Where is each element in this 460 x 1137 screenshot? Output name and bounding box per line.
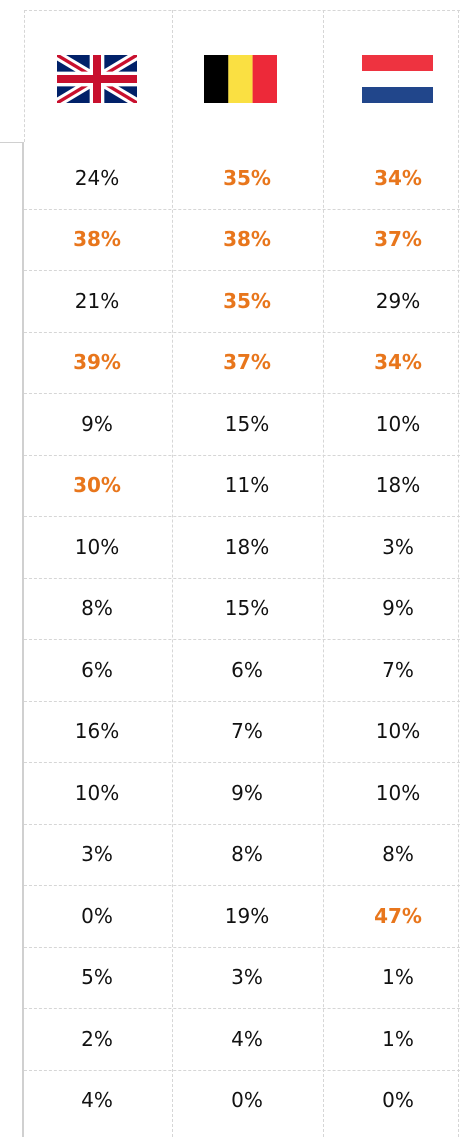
cell: 39% [73,350,121,374]
cell: 15% [224,411,270,436]
cell: 37% [223,350,271,374]
border [0,142,22,143]
cell: 10% [375,780,421,805]
row-divider [24,454,460,456]
cell: 11% [224,473,270,497]
cell: 30% [73,473,121,497]
cell: 1% [382,965,414,989]
cell: 10% [74,534,120,559]
flag-uk [57,55,137,103]
cell: 38% [73,227,121,251]
row-divider [24,639,460,640]
cell: 4% [231,1026,263,1051]
cell: 1% [382,1026,414,1051]
cell: 9% [382,596,414,620]
cell: 9% [81,411,113,436]
row-divider [24,885,460,886]
row-divider [24,1008,460,1009]
row-divider [24,331,460,333]
row-divider [24,270,460,271]
cell: 7% [231,719,263,743]
cell: 37% [374,227,422,251]
cell: 19% [224,903,270,928]
border [24,10,460,11]
border [323,10,324,1137]
border [24,10,25,142]
cell: 21% [74,288,120,313]
cell: 29% [375,288,421,313]
border [172,10,173,1137]
cell: 18% [224,534,270,559]
row-divider [24,823,460,825]
cell: 8% [382,842,414,866]
cell: 2% [81,1026,113,1051]
row-divider [24,577,460,579]
cell: 10% [375,411,421,436]
cell: 9% [231,780,263,805]
cell: 34% [374,165,422,190]
cell: 3% [81,842,113,866]
cell: 3% [382,534,414,559]
border [458,10,459,1137]
row-divider [24,700,460,702]
cell: 10% [375,719,421,743]
cell: 5% [81,965,113,989]
cell: 24% [74,165,120,190]
cell: 3% [231,965,263,989]
row-divider [24,946,460,948]
cell: 10% [74,780,120,805]
cell: 35% [223,165,271,190]
row-divider [24,1069,460,1071]
border [22,142,24,1137]
cell: 8% [81,596,113,620]
cell: 38% [223,227,271,251]
cell: 34% [374,350,422,374]
cell: 0% [382,1088,414,1112]
cell: 0% [81,903,113,928]
row-divider [24,393,460,394]
cell: 0% [231,1088,263,1112]
cell: 47% [374,903,422,928]
cell: 7% [382,657,414,682]
cell: 16% [74,719,120,743]
cell: 6% [81,657,113,682]
cell: 4% [81,1088,113,1112]
flag-netherlands [362,55,433,103]
flag-belgium [204,55,277,103]
row-divider [24,516,460,517]
cell: 15% [224,596,270,620]
cell: 18% [375,473,421,497]
cell: 6% [231,657,263,682]
cell: 35% [223,288,271,313]
cell: 8% [231,842,263,866]
row-divider [24,208,460,210]
row-divider [24,762,460,763]
